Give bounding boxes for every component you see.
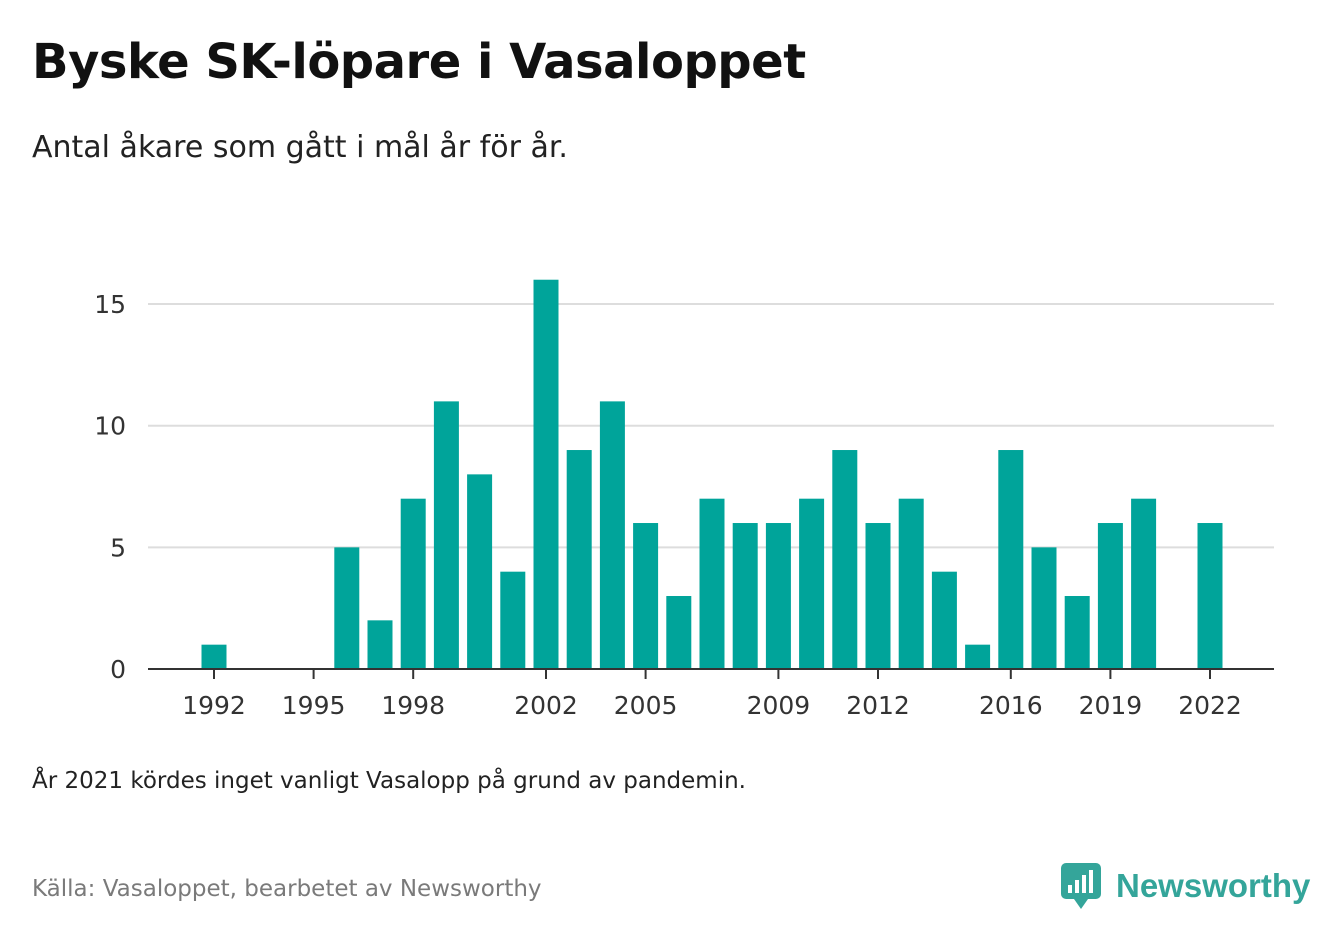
bar-2011 <box>832 450 858 669</box>
bar-2005 <box>633 523 659 669</box>
y-tick-label: 15 <box>94 290 126 319</box>
x-tick-label: 2002 <box>514 691 578 720</box>
y-tick-label: 5 <box>110 533 126 562</box>
bar-2000 <box>467 474 493 669</box>
bar-2014 <box>931 571 957 669</box>
bar-2018 <box>1064 596 1090 669</box>
chart-subtitle: Antal åkare som gått i mål år för år. <box>32 130 568 165</box>
bar-2013 <box>898 498 924 669</box>
bar-2007 <box>699 498 725 669</box>
bar-2003 <box>566 450 592 669</box>
x-tick-label: 1995 <box>282 691 346 720</box>
chart-title: Byske SK-löpare i Vasaloppet <box>32 34 806 90</box>
bar-2002 <box>533 279 559 669</box>
bar-1998 <box>400 498 426 669</box>
axes: 0 5 10 15 1992 1995 1998 2002 2005 2009 2012 2016 20… <box>94 290 1274 720</box>
bar-2015 <box>965 644 991 669</box>
newsworthy-logo-icon <box>1061 863 1101 909</box>
bar-chart: 0 5 10 15 1992 1995 1998 2002 2005 2009 2012 2016 20… <box>94 279 1274 720</box>
bar-1992 <box>201 644 227 669</box>
bar-2009 <box>765 523 791 669</box>
x-tick-label: 2009 <box>747 691 811 720</box>
x-tick-label: 2022 <box>1178 691 1242 720</box>
bar-2006 <box>666 596 692 669</box>
bar-2022 <box>1197 523 1223 669</box>
bar-1999 <box>433 401 459 669</box>
bar-2020 <box>1131 498 1157 669</box>
bar-2010 <box>799 498 825 669</box>
y-tick-label: 10 <box>94 412 126 441</box>
x-tick-label: 1998 <box>381 691 445 720</box>
x-tick-label: 2019 <box>1079 691 1143 720</box>
bar-1996 <box>334 547 360 669</box>
source-text: Källa: Vasaloppet, bearbetet av Newswort… <box>32 876 542 902</box>
bar-2008 <box>732 523 758 669</box>
bar-2017 <box>1031 547 1057 669</box>
chart-note: År 2021 kördes inget vanligt Vasalopp på… <box>32 768 746 794</box>
bar-1997 <box>367 620 393 669</box>
brand-logo: Newsworthy <box>1060 862 1310 910</box>
y-tick-label: 0 <box>110 655 126 684</box>
x-tick-label: 2005 <box>614 691 678 720</box>
bar-2019 <box>1097 523 1123 669</box>
x-tick-label: 2012 <box>846 691 910 720</box>
bar-2012 <box>865 523 891 669</box>
brand-name: Newsworthy <box>1116 867 1311 904</box>
bar-2004 <box>599 401 625 669</box>
bars <box>201 279 1223 669</box>
x-tick-label: 2016 <box>979 691 1043 720</box>
bar-2001 <box>500 571 526 669</box>
x-tick-label: 1992 <box>182 691 246 720</box>
bar-2016 <box>998 450 1024 669</box>
